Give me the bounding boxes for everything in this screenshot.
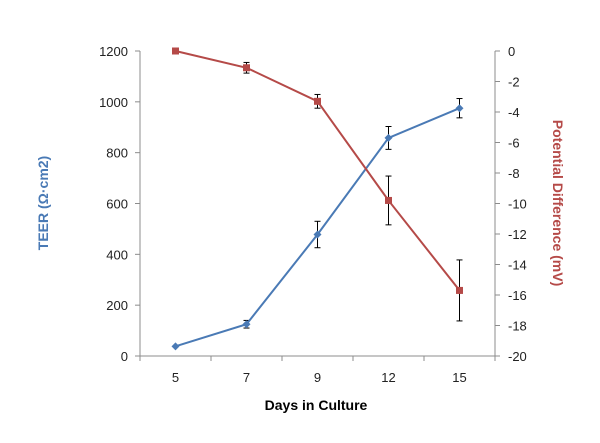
x-tick-label: 7 (243, 370, 250, 385)
right-tick-label: -12 (508, 227, 527, 242)
x-axis-ticks: 5 7 9 12 15 (139, 356, 496, 385)
right-tick-label: -8 (508, 166, 520, 181)
right-tick-label: -6 (508, 136, 520, 151)
data-point (456, 286, 463, 294)
x-tick-label: 12 (381, 370, 395, 385)
data-point (171, 342, 180, 351)
right-tick-label: -18 (508, 319, 527, 334)
right-tick-label: 0 (508, 44, 515, 59)
right-tick-label: -2 (508, 75, 520, 90)
right-axis-title: Potential Difference (mV) (550, 120, 566, 286)
data-point (243, 64, 250, 72)
series-1 (171, 98, 464, 351)
data-point (384, 133, 393, 142)
left-tick-label: 400 (106, 247, 128, 262)
x-tick-label: 15 (452, 370, 466, 385)
right-axis-ticks: -20-18-16-14-12-10-8-6-4-20 (495, 44, 527, 364)
data-point (385, 196, 392, 204)
x-axis-title: Days in Culture (265, 397, 368, 413)
left-axis-ticks: 0 200 400 600 800 1000 1200 (99, 44, 140, 364)
x-tick-label: 5 (172, 370, 179, 385)
right-tick-label: -10 (508, 197, 527, 212)
data-point (313, 230, 322, 239)
left-tick-label: 0 (121, 349, 128, 364)
data-point (242, 320, 251, 329)
right-tick-label: -16 (508, 288, 527, 303)
data-point (314, 97, 321, 105)
left-tick-label: 800 (106, 146, 128, 161)
right-tick-label: -20 (508, 349, 527, 364)
right-tick-label: -4 (508, 105, 520, 120)
left-tick-label: 1000 (99, 95, 128, 110)
right-tick-label: -14 (508, 258, 527, 273)
series-layer (171, 47, 464, 351)
left-tick-label: 200 (106, 298, 128, 313)
data-point (172, 47, 179, 55)
data-point (455, 104, 464, 113)
series-line (175, 50, 461, 292)
left-tick-label: 1200 (99, 44, 128, 59)
left-tick-label: 600 (106, 197, 128, 212)
left-axis-title: TEER (Ω·cm2) (35, 156, 51, 250)
x-tick-label: 9 (314, 370, 321, 385)
series-2 (172, 47, 463, 322)
